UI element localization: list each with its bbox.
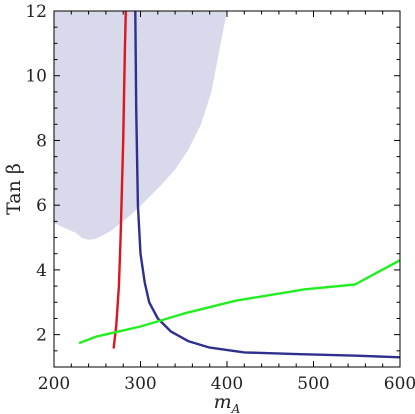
y-axis: 2 4 6 8 10 12 xyxy=(25,2,400,368)
x-tick-label: 200 xyxy=(38,374,70,394)
x-axis-label-main: m xyxy=(214,391,232,413)
x-axis-label: mA xyxy=(214,391,241,414)
y-tick-label: 10 xyxy=(25,67,47,87)
red-curve xyxy=(112,11,127,349)
blue-curve xyxy=(134,11,400,359)
y-tick-label: 4 xyxy=(36,261,47,281)
x-axis: 200 300 400 500 600 xyxy=(38,11,415,394)
shaded-region xyxy=(54,11,227,240)
x-tick-label: 300 xyxy=(124,374,156,394)
x-tick-label: 500 xyxy=(297,374,329,394)
y-tick-label: 12 xyxy=(25,2,47,22)
green-curve xyxy=(78,259,400,344)
x-tick-label: 600 xyxy=(384,374,415,394)
y-tick-label: 6 xyxy=(36,196,47,216)
plot-area xyxy=(54,11,400,359)
y-tick-label: 2 xyxy=(36,326,47,346)
y-axis-label: Tan β xyxy=(3,163,25,215)
x-axis-label-subscript: A xyxy=(231,402,241,414)
x-tick-label: 400 xyxy=(211,374,243,394)
y-tick-label: 8 xyxy=(36,131,47,151)
